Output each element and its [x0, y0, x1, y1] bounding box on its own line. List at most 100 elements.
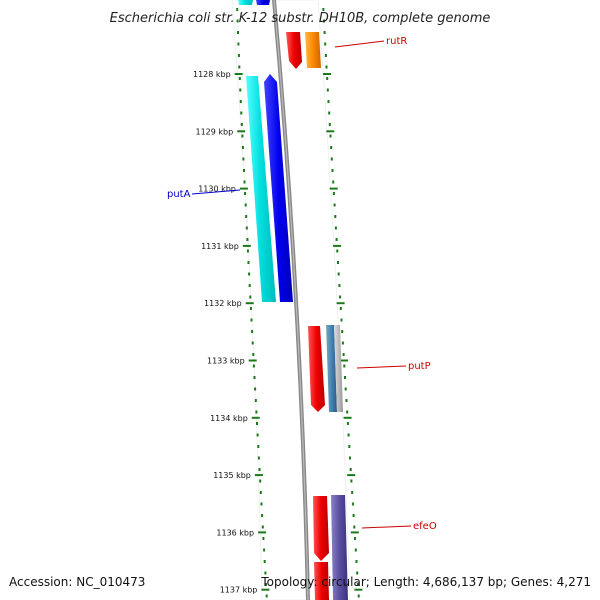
minor-tick-right — [352, 514, 355, 517]
minor-tick-left — [237, 54, 240, 57]
tick-label: 1129 kbp — [195, 127, 233, 136]
gene-putP[interactable] — [308, 326, 325, 412]
major-tick-left — [237, 130, 246, 133]
minor-tick-left — [257, 445, 260, 448]
major-tick-right — [347, 474, 356, 477]
minor-tick-right — [327, 100, 330, 103]
minor-tick-right — [340, 318, 343, 322]
minor-ticks — [236, 8, 360, 598]
tick-label: 1133 kbp — [207, 357, 245, 366]
minor-tick-right — [337, 272, 340, 276]
major-tick-right — [333, 244, 342, 247]
minor-tick-left — [242, 157, 245, 161]
minor-tick-left — [240, 123, 243, 126]
minor-tick-right — [341, 341, 344, 345]
minor-tick-right — [330, 157, 333, 161]
label-efeO[interactable]: efeO — [413, 521, 437, 532]
minor-tick-right — [353, 525, 356, 529]
minor-tick-right — [331, 169, 334, 172]
minor-tick-right — [334, 226, 337, 230]
leader-putA — [191, 189, 241, 195]
minor-tick-right — [344, 387, 347, 391]
minor-tick-left — [244, 203, 247, 207]
minor-tick-left — [259, 491, 262, 494]
minor-tick-left — [239, 88, 242, 92]
gene-efeO[interactable] — [313, 496, 329, 561]
minor-tick-left — [260, 502, 263, 506]
label-putA[interactable]: putA — [167, 189, 191, 200]
minor-tick-left — [256, 422, 258, 425]
minor-tick-right — [356, 583, 359, 586]
feature-cyan-top[interactable] — [238, 0, 253, 5]
major-tick-left — [261, 588, 270, 591]
major-tick-left — [258, 531, 267, 534]
feature-red-bottom[interactable] — [314, 562, 329, 600]
minor-tick-left — [255, 410, 258, 414]
gene-rutR[interactable] — [286, 32, 302, 69]
minor-tick-left — [243, 180, 246, 184]
minor-tick-right — [336, 249, 339, 253]
minor-tick-left — [247, 261, 250, 264]
feature-purple[interactable] — [331, 495, 348, 600]
minor-tick-right — [350, 479, 353, 483]
minor-tick-left — [259, 479, 262, 483]
minor-tick-right — [325, 65, 328, 69]
minor-tick-right — [339, 307, 342, 310]
tick-label: 1130 kbp — [198, 185, 236, 194]
minor-tick-right — [338, 284, 341, 287]
major-tick-right — [350, 531, 359, 534]
minor-tick-left — [251, 341, 254, 345]
minor-tick-right — [356, 571, 359, 575]
minor-tick-left — [239, 100, 242, 103]
feature-cyan-large[interactable] — [246, 76, 276, 302]
minor-tick-left — [238, 77, 241, 80]
minor-tick-left — [248, 272, 251, 276]
gene-putA[interactable] — [264, 74, 293, 302]
accession-text: Accession: NC_010473 — [9, 575, 145, 589]
tick-label: 1137 kbp — [220, 586, 258, 595]
major-tick-left — [248, 359, 257, 362]
major-tick-right — [323, 73, 331, 75]
label-rutR[interactable]: rutR — [386, 36, 407, 47]
label-putP[interactable]: putP — [408, 361, 431, 372]
minor-tick-right — [355, 560, 358, 563]
minor-tick-left — [246, 238, 249, 241]
minor-tick-right — [345, 399, 348, 402]
feature-blue-top[interactable] — [256, 0, 270, 5]
minor-tick-right — [328, 111, 331, 115]
minor-tick-left — [249, 307, 252, 310]
feature-grey[interactable] — [334, 325, 343, 412]
major-tick-right — [336, 302, 345, 305]
minor-tick-right — [357, 594, 360, 598]
minor-tick-left — [238, 65, 241, 69]
feature-steelblue[interactable] — [326, 325, 337, 412]
minor-tick-left — [256, 433, 259, 437]
minor-tick-right — [349, 468, 352, 471]
major-tick-right — [329, 187, 338, 190]
tick-label: 1132 kbp — [204, 299, 242, 308]
major-tick-left — [251, 416, 260, 419]
minor-tick-left — [265, 583, 267, 586]
minor-tick-right — [326, 77, 329, 80]
tick-label: 1136 kbp — [216, 528, 254, 537]
feature-orange[interactable] — [305, 32, 321, 68]
genome-summary-text: Topology: circular; Length: 4,686,137 bp… — [260, 575, 591, 589]
minor-tick-right — [342, 353, 345, 356]
minor-tick-left — [237, 31, 239, 34]
tick-label: 1131 kbp — [201, 242, 239, 251]
minor-tick-left — [241, 146, 244, 149]
minor-tick-left — [250, 318, 253, 322]
minor-tick-right — [335, 238, 338, 241]
major-tick-left — [239, 187, 248, 190]
minor-tick-left — [249, 295, 252, 299]
minor-tick-right — [324, 54, 327, 57]
minor-tick-right — [334, 215, 337, 218]
major-tick-right — [340, 359, 349, 362]
minor-tick-left — [246, 249, 249, 253]
minor-tick-left — [263, 560, 266, 563]
minor-tick-left — [236, 8, 239, 11]
minor-tick-left — [254, 387, 257, 391]
minor-tick-left — [265, 594, 268, 598]
